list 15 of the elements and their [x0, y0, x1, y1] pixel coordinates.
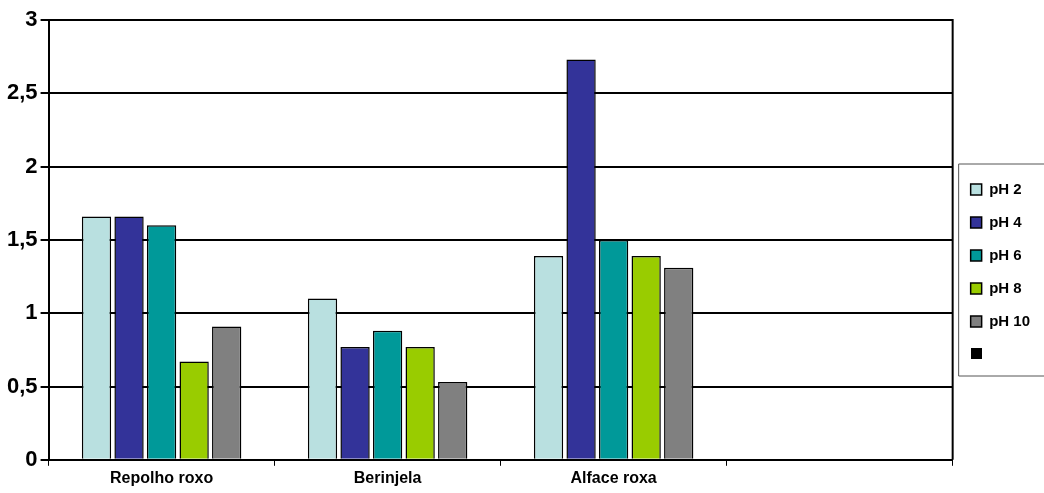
x-tick-label: Alface roxa: [570, 468, 657, 486]
legend-label: pH 6: [989, 245, 1022, 263]
x-tick-label: Repolho roxo: [110, 468, 214, 486]
legend-label: pH 10: [989, 311, 1031, 329]
y-tick-label: 0: [25, 445, 38, 471]
legend-label: pH 8: [989, 278, 1022, 296]
y-tick-label: 1,5: [6, 225, 38, 251]
y-tick-label: 2,5: [6, 79, 38, 105]
x-tick-label: Berinjela: [353, 468, 422, 486]
y-tick-label: 2: [25, 152, 38, 178]
legend-label: pH 2: [989, 179, 1022, 197]
y-tick-label: 1: [25, 299, 38, 325]
legend-label: pH 4: [989, 212, 1023, 230]
y-tick-label: 3: [25, 6, 38, 32]
y-tick-label: 0,5: [6, 372, 38, 398]
